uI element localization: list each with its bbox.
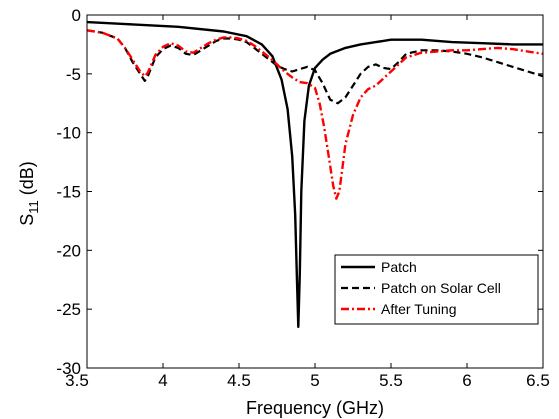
x-axis-label: Frequency (GHz) <box>246 398 384 418</box>
y-axis-label-subscript: 11 <box>26 200 41 214</box>
tick-labels-layer: 3.5 4 4.5 5 5.5 6 6.5 0 -5 -10 -15 -20 -25 -30 <box>56 6 549 390</box>
y-tick-label: -20 <box>56 241 81 260</box>
x-tick-label: 5 <box>310 371 319 390</box>
legend-box <box>334 254 539 325</box>
ticks-layer <box>86 14 544 369</box>
x-tick-label: 3.5 <box>65 371 89 390</box>
y-tick-label: -10 <box>56 124 81 143</box>
y-axis-label-base: S <box>17 214 37 226</box>
x-tick-label: 5.5 <box>379 371 403 390</box>
y-tick-label: -30 <box>56 359 81 378</box>
series-layer <box>86 20 544 328</box>
x-tick-label: 4.5 <box>227 371 251 390</box>
legend-label-1: Patch <box>381 259 417 275</box>
y-axis-label-unit: (dB) <box>17 161 37 200</box>
y-tick-label: -5 <box>66 65 81 84</box>
legend: Patch Patch on Solar Cell After Tuning <box>334 254 539 325</box>
x-tick-label: 4 <box>158 371 167 390</box>
y-tick-label: -25 <box>56 300 81 319</box>
y-tick-label: 0 <box>72 6 81 25</box>
y-tick-label: -15 <box>56 183 81 202</box>
y-axis-label: S11 (dB) <box>17 161 41 226</box>
legend-label-3: After Tuning <box>381 301 457 317</box>
series-line-3 <box>86 29 544 200</box>
legend-label-2: Patch on Solar Cell <box>381 280 501 296</box>
x-tick-label: 6 <box>462 371 471 390</box>
x-tick-label: 6.5 <box>526 371 550 390</box>
series-line-1 <box>86 20 543 328</box>
series-line-2 <box>86 29 544 105</box>
